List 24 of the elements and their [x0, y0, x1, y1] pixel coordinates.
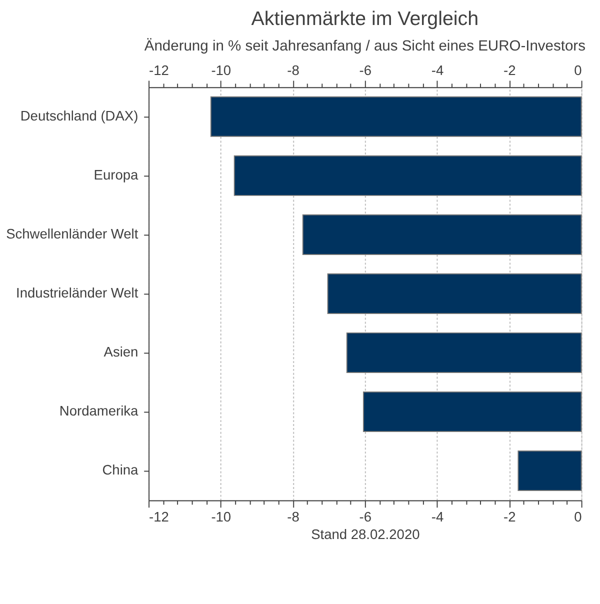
y-tick-label: Nordamerika: [59, 404, 139, 419]
x-tick-label: -6: [359, 509, 372, 524]
x2-tick-label: -8: [287, 62, 300, 78]
x2-tick-label: -12: [149, 62, 169, 78]
y-tick-label: China: [102, 462, 139, 478]
chart-subtitle: Änderung in % seit Jahresanfang / aus Sicht eines EURO-Investors: [144, 38, 586, 55]
x2-tick-label: 0: [574, 62, 582, 78]
x-tick-label: -10: [211, 509, 232, 524]
y-tick-label: Europa: [94, 168, 139, 183]
x2-tick-label: -6: [359, 62, 372, 78]
x-tick-label: 0: [574, 509, 582, 524]
x-tick-label: -12: [149, 509, 169, 524]
x-axis-title: Stand 28.02.2020: [311, 527, 420, 542]
y-tick-label: Industrieländer Welt: [16, 286, 138, 301]
x2-tick-label: -4: [431, 62, 444, 78]
x2-tick-label: -2: [504, 62, 516, 78]
y-tick-label: Asien: [104, 344, 138, 360]
y-tick-label: Schwellenländer Welt: [6, 226, 138, 242]
x-tick-label: -4: [431, 509, 444, 524]
x2-tick-label: -10: [211, 62, 232, 78]
chart-title: Aktienmärkte im Vergleich: [251, 8, 479, 30]
y-tick-label: Deutschland (DAX): [20, 108, 138, 124]
x-tick-label: -8: [287, 509, 300, 524]
x-tick-label: -2: [504, 509, 516, 524]
